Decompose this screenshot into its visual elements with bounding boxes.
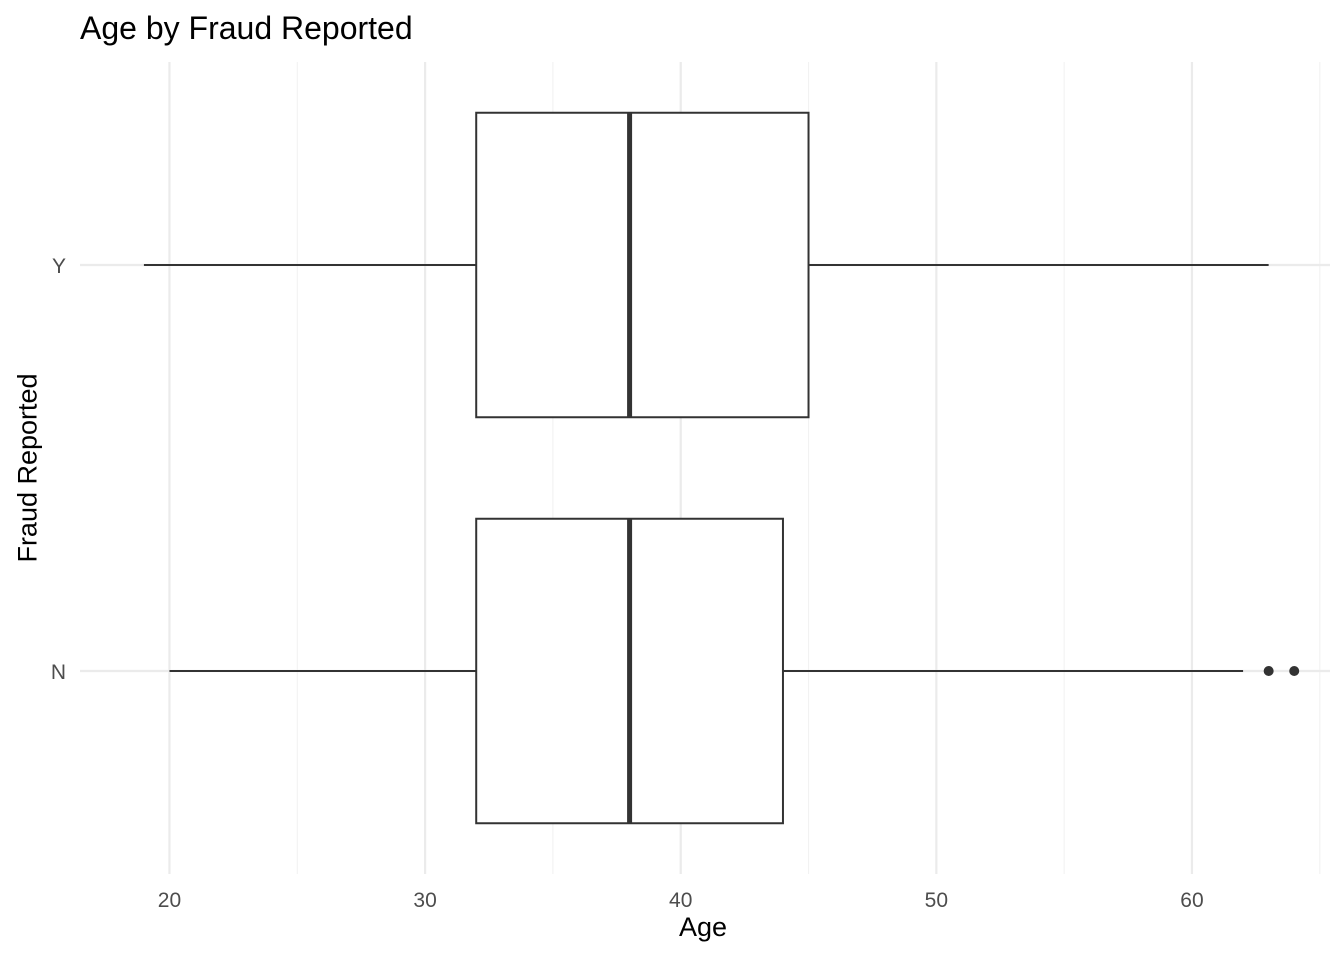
y-tick-label: N bbox=[51, 661, 66, 684]
x-tick-label: 50 bbox=[925, 889, 948, 912]
box-Y bbox=[143, 111, 1269, 419]
boxplot-series bbox=[143, 111, 1300, 825]
x-tick-label: 40 bbox=[669, 889, 692, 912]
x-axis-ticks: 20 30 40 50 60 bbox=[158, 889, 1204, 912]
y-axis-title: Fraud Reported bbox=[12, 373, 43, 563]
box-N bbox=[169, 517, 1300, 825]
outlier-point bbox=[1289, 666, 1300, 676]
x-tick-label: 30 bbox=[413, 889, 436, 912]
x-tick-label: 60 bbox=[1180, 889, 1203, 912]
x-axis-title: Age bbox=[678, 912, 728, 942]
x-tick-label: 20 bbox=[158, 889, 181, 912]
outlier-point bbox=[1263, 666, 1274, 676]
chart-title: Age by Fraud Reported bbox=[80, 10, 413, 46]
iqr-box bbox=[475, 111, 810, 419]
y-axis-ticks: NY bbox=[51, 255, 66, 684]
y-tick-label: Y bbox=[52, 255, 66, 278]
